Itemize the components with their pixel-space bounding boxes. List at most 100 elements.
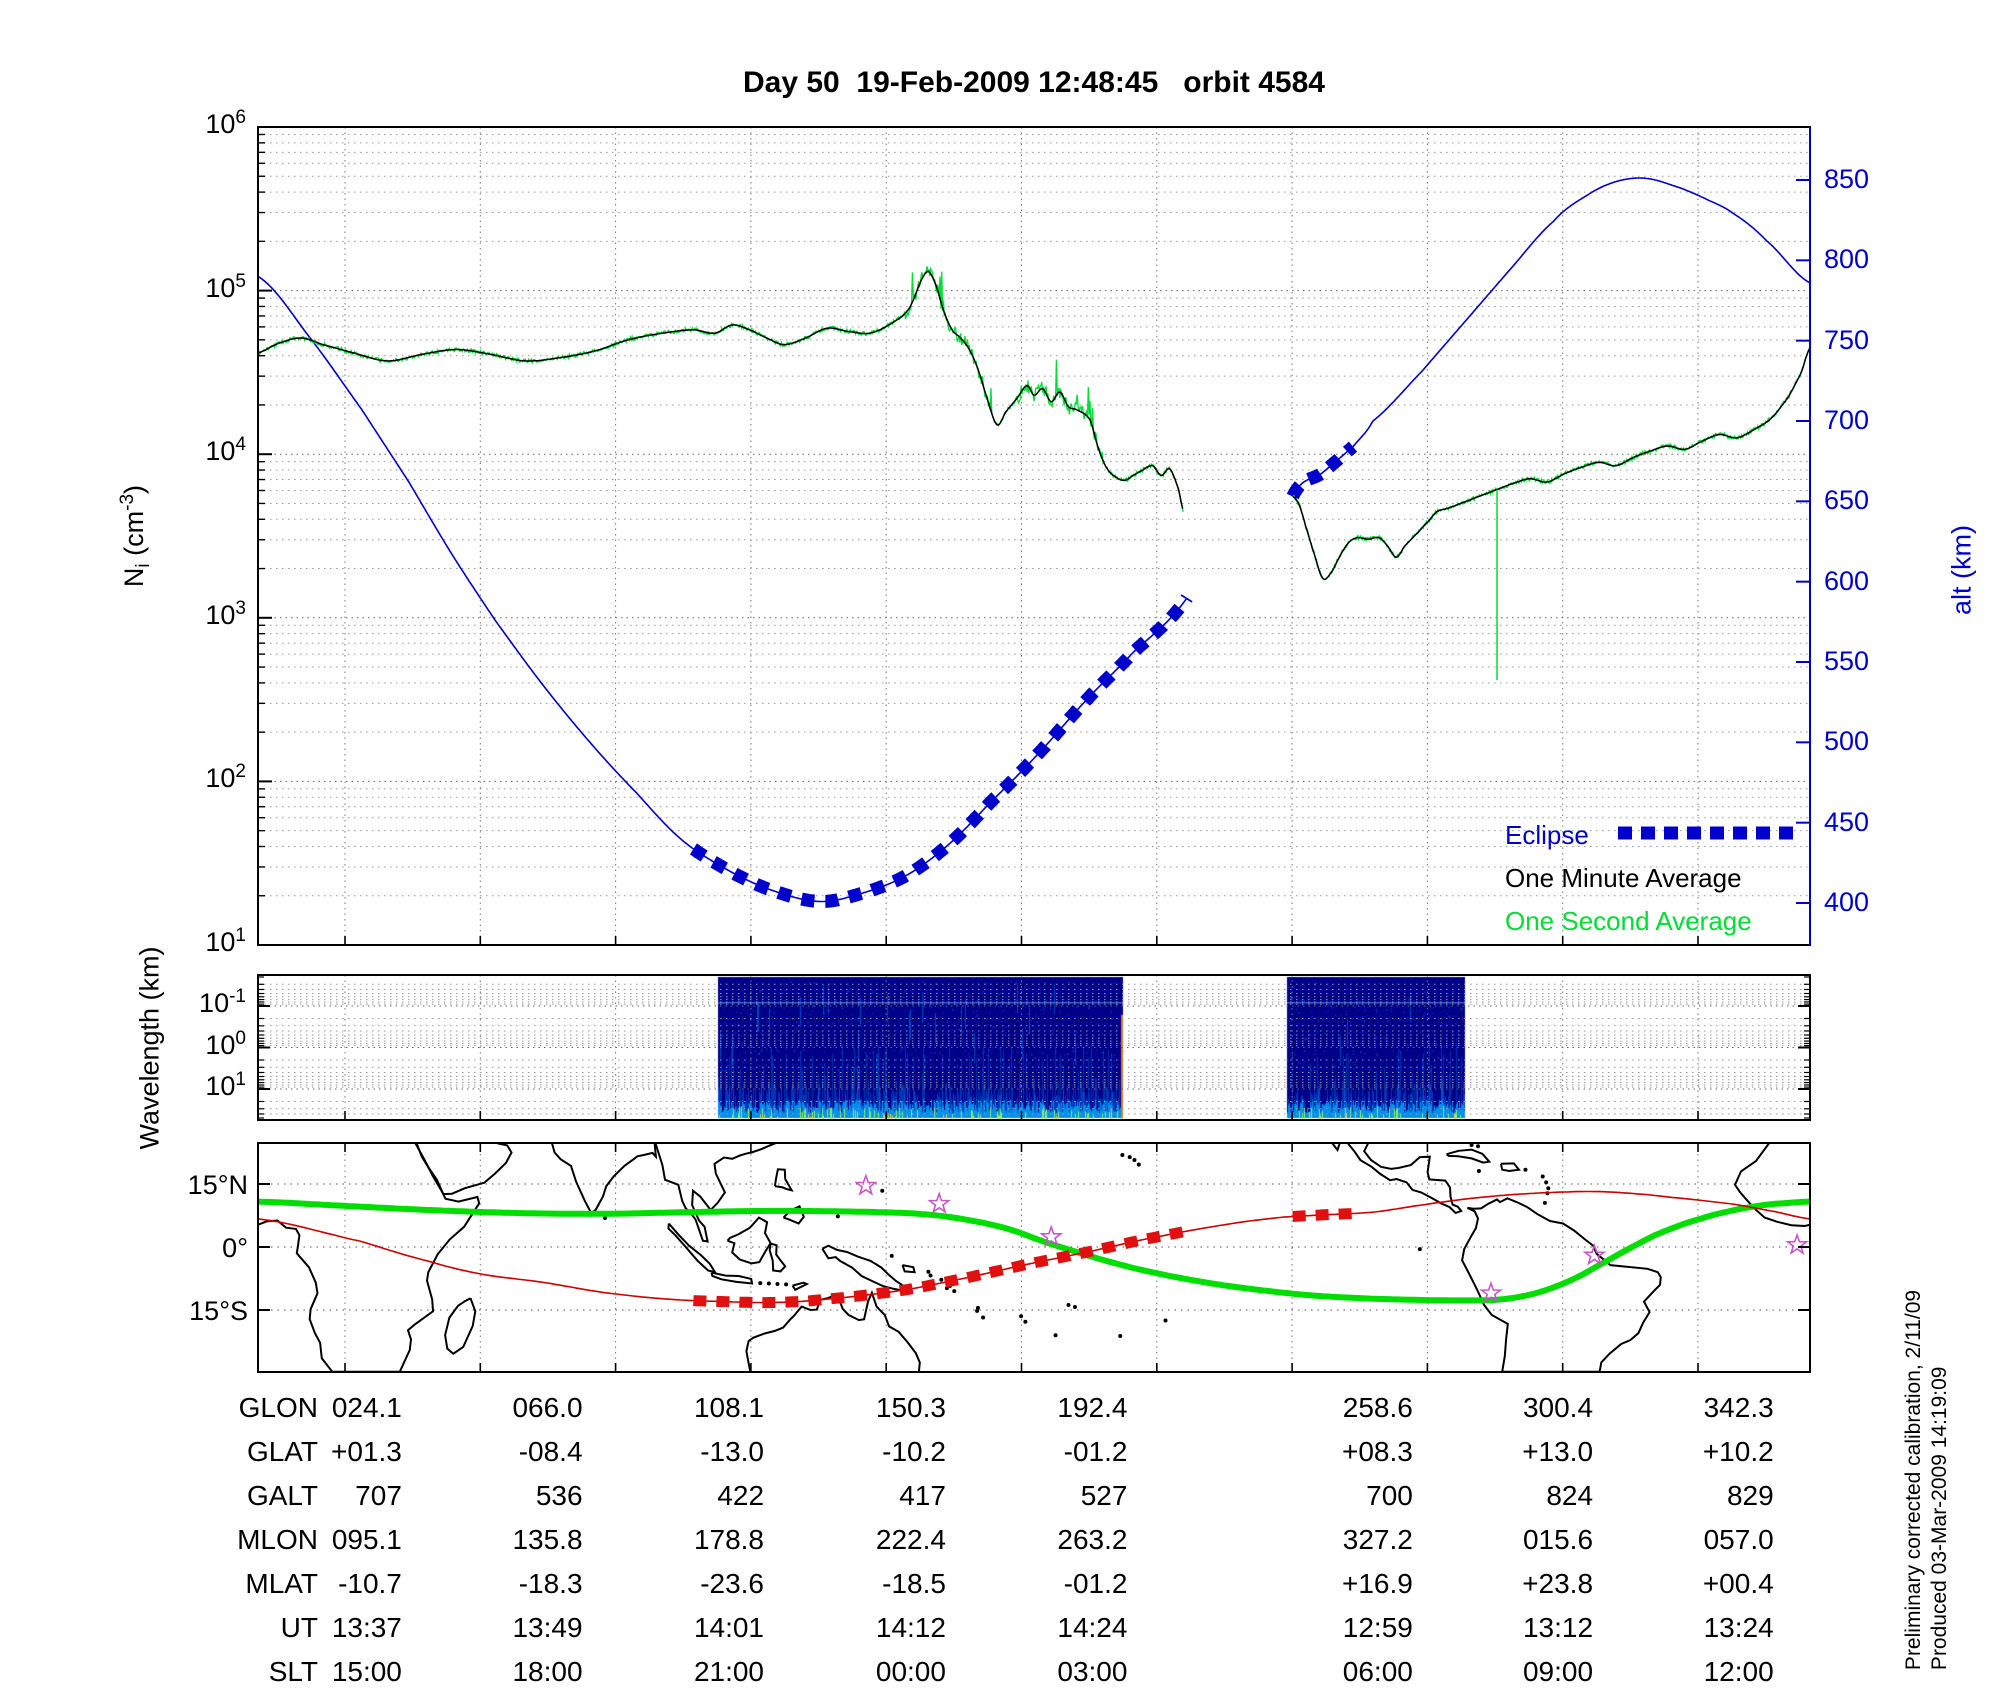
table-cell: 150.3 <box>875 1392 946 1423</box>
ni-tick-label: 106 <box>205 107 246 139</box>
magnetic-equator-line <box>258 1198 1810 1304</box>
table-row-label: MLAT <box>245 1568 318 1599</box>
table-row-label: GLON <box>238 1392 318 1423</box>
ground-track-eclipse-segment <box>1292 1208 1354 1222</box>
table-cell: -08.4 <box>518 1436 583 1467</box>
map-lat-label-15n: 15°N <box>187 1170 248 1200</box>
table-cell: +00.4 <box>1702 1568 1774 1599</box>
table-cell: 707 <box>355 1480 402 1511</box>
table-cell: 03:00 <box>1057 1656 1128 1687</box>
star-marker <box>1039 1224 1064 1247</box>
table-cell: 066.0 <box>512 1392 583 1423</box>
alt-tick-label: 550 <box>1824 646 1870 676</box>
alt-tick-label: 800 <box>1824 244 1870 275</box>
alt-tick-label: 450 <box>1824 806 1870 837</box>
alt-tick-label: 700 <box>1824 405 1870 435</box>
alt-tick-label: 750 <box>1824 324 1870 355</box>
page-title: Day 50 19-Feb-2009 12:48:45 orbit 4584 <box>743 66 1325 99</box>
table-row-label: MLON <box>237 1524 318 1555</box>
table-cell: 14:01 <box>693 1612 765 1643</box>
table-cell: 135.8 <box>512 1524 583 1555</box>
ground-track-eclipse-segment <box>693 1225 1189 1309</box>
table-cell: -18.5 <box>882 1568 946 1599</box>
legend-second-label: One Second Average <box>1505 906 1752 936</box>
table-cell: -10.7 <box>338 1568 402 1599</box>
table-cell: -01.2 <box>1063 1436 1128 1467</box>
table-cell: 14:24 <box>1057 1612 1128 1643</box>
table-cell: 527 <box>1080 1480 1128 1511</box>
legend-minute-label: One Minute Average <box>1505 863 1742 893</box>
legend-eclipse-label: Eclipse <box>1505 820 1589 850</box>
table-cell: 09:00 <box>1522 1656 1594 1687</box>
table-cell: 18:00 <box>512 1656 583 1687</box>
ni-tick-label: 104 <box>205 434 246 467</box>
alt-tick-label: 500 <box>1824 726 1870 757</box>
table-cell: 12:00 <box>1703 1656 1774 1687</box>
map-lat-label-15s: 15°S <box>189 1296 248 1326</box>
table-cell: +08.3 <box>1341 1436 1413 1467</box>
star-marker <box>1785 1232 1809 1255</box>
table-row-label: UT <box>280 1612 318 1643</box>
table-row-label: SLT <box>268 1656 318 1687</box>
table-cell: 536 <box>535 1480 583 1511</box>
wavelength-tick-label: 10-1 <box>199 986 246 1018</box>
star-marker <box>854 1173 878 1196</box>
world-map-coastlines <box>258 1143 1810 1372</box>
table-row-label: GLAT <box>246 1436 318 1467</box>
table-cell: 263.2 <box>1057 1524 1128 1555</box>
table-cell: +10.2 <box>1702 1436 1774 1467</box>
map-lat-label-0: 0° <box>222 1233 248 1263</box>
table-cell: 700 <box>1366 1480 1413 1511</box>
table-cell: 00:00 <box>875 1656 946 1687</box>
table-cell: 300.4 <box>1522 1392 1594 1423</box>
table-cell: 108.1 <box>693 1392 765 1423</box>
ni-tick-label: 103 <box>205 597 246 630</box>
table-row-label: GALT <box>246 1480 318 1511</box>
ni-tick-label: 101 <box>205 925 246 957</box>
table-cell: +01.3 <box>331 1436 402 1467</box>
table-cell: 06:00 <box>1342 1656 1413 1687</box>
satellite-ground-track <box>258 1190 1810 1304</box>
table-cell: +23.8 <box>1522 1568 1594 1599</box>
table-cell: 824 <box>1546 1480 1594 1511</box>
alt-tick-label: 650 <box>1824 485 1870 516</box>
table-cell: 13:12 <box>1522 1612 1594 1643</box>
table-cell: 829 <box>1726 1480 1774 1511</box>
table-cell: 14:12 <box>875 1612 946 1643</box>
table-cell: -01.2 <box>1063 1568 1128 1599</box>
table-cell: 222.4 <box>875 1524 946 1555</box>
table-cell: 13:24 <box>1703 1612 1774 1643</box>
table-cell: 12:59 <box>1342 1612 1413 1643</box>
table-cell: -23.6 <box>700 1568 765 1599</box>
wavelength-tick-label: 100 <box>205 1027 246 1060</box>
table-cell: 024.1 <box>331 1392 402 1423</box>
table-cell: 13:37 <box>331 1612 402 1643</box>
table-cell: 178.8 <box>693 1524 765 1555</box>
table-cell: 192.4 <box>1057 1392 1128 1423</box>
table-cell: 258.6 <box>1342 1392 1413 1423</box>
table-cell: 327.2 <box>1342 1524 1413 1555</box>
star-marker <box>1582 1242 1607 1266</box>
table-cell: 057.0 <box>1703 1524 1774 1555</box>
star-marker <box>927 1191 952 1214</box>
alt-tick-label: 850 <box>1824 164 1870 194</box>
table-cell: 015.6 <box>1522 1524 1594 1555</box>
alt-tick-label: 600 <box>1824 565 1870 596</box>
table-cell: 422 <box>717 1480 765 1511</box>
table-cell: +13.0 <box>1522 1436 1594 1467</box>
table-cell: 095.1 <box>331 1524 402 1555</box>
wavelength-tick-label: 101 <box>205 1069 246 1101</box>
table-cell: 417 <box>899 1480 946 1511</box>
ni-tick-label: 102 <box>205 761 246 794</box>
star-marker <box>1479 1280 1503 1304</box>
table-cell: 21:00 <box>693 1656 765 1687</box>
table-cell: -18.3 <box>518 1568 583 1599</box>
table-cell: -13.0 <box>700 1436 765 1467</box>
table-cell: -10.2 <box>882 1436 946 1467</box>
table-cell: 342.3 <box>1703 1392 1774 1423</box>
alt-tick-label: 400 <box>1824 887 1870 917</box>
ni-tick-label: 105 <box>205 270 246 303</box>
table-cell: +16.9 <box>1341 1568 1413 1599</box>
